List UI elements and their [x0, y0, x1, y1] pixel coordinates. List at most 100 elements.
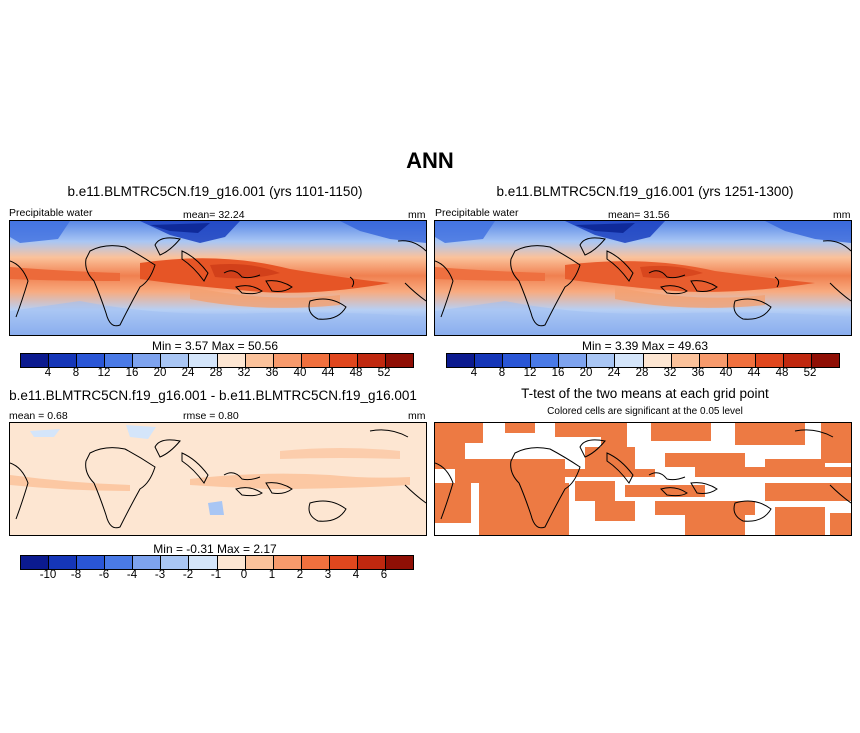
colorbar-swatch: [77, 556, 106, 569]
colorbar-swatch: [615, 354, 644, 367]
colorbar-tick-label: -8: [70, 569, 82, 581]
colorbar-swatch: [386, 556, 414, 569]
colorbar-tick-label: -2: [182, 569, 194, 581]
panel2-colorbar-labels: 4 8 12 16 20 24 28 32 36 40 44 48 52: [446, 367, 838, 383]
colorbar-tick-label: 3: [324, 569, 332, 581]
colorbar-tick-label: 12: [523, 367, 537, 379]
panel1-field: [10, 221, 426, 335]
panel1-colorbar-labels: 4 8 12 16 20 24 28 32 36 40 44 48 52: [20, 367, 412, 383]
colorbar-swatch: [49, 556, 78, 569]
colorbar-swatch: [329, 354, 358, 367]
colorbar-swatch: [21, 354, 50, 367]
panel4-title: T-test of the two means at each grid poi…: [521, 386, 769, 401]
colorbar-tick-label: 0: [240, 569, 248, 581]
colorbar-swatch: [161, 354, 190, 367]
colorbar-swatch: [21, 556, 50, 569]
panel3-title: b.e11.BLMTRC5CN.f19_g16.001 - b.e11.BLMT…: [9, 388, 417, 403]
colorbar-swatch: [189, 556, 218, 569]
colorbar-swatch: [329, 556, 358, 569]
panel1-title: b.e11.BLMTRC5CN.f19_g16.001 (yrs 1101-11…: [67, 184, 363, 199]
colorbar-swatch: [812, 354, 840, 367]
colorbar-tick-label: -10: [39, 569, 57, 581]
panel3-colorbar-labels: -10 -8 -6 -4 -3 -2 -1 0 1 2 3 4 6: [20, 569, 412, 585]
colorbar-swatch: [245, 556, 274, 569]
panel1-units: mm: [408, 209, 426, 221]
panel2-title: b.e11.BLMTRC5CN.f19_g16.001 (yrs 1251-13…: [496, 184, 794, 199]
panel1-minmax: Min = 3.57 Max = 50.56: [151, 339, 279, 353]
colorbar-swatch: [357, 556, 387, 569]
panel2-units: mm: [833, 209, 851, 221]
panel2-minmax: Min = 3.39 Max = 49.63: [581, 339, 709, 353]
panel3-map: [9, 422, 427, 536]
colorbar-swatch: [217, 556, 246, 569]
panel3-rmse: rmse = 0.80: [183, 410, 239, 422]
colorbar-tick-label: -3: [154, 569, 166, 581]
colorbar-swatch: [386, 354, 414, 367]
colorbar-tick-label: 24: [181, 367, 195, 379]
colorbar-swatch: [245, 354, 274, 367]
colorbar-tick-label: 48: [775, 367, 789, 379]
colorbar-tick-label: 16: [551, 367, 565, 379]
colorbar-swatch: [447, 354, 476, 367]
colorbar-swatch: [133, 354, 162, 367]
colorbar-swatch: [357, 354, 387, 367]
colorbar-tick-label: 4: [470, 367, 478, 379]
colorbar-swatch: [727, 354, 756, 367]
panel2-mean: mean= 31.56: [608, 209, 670, 221]
colorbar-tick-label: 6: [380, 569, 388, 581]
colorbar-tick-label: 44: [747, 367, 761, 379]
colorbar-tick-label: 48: [349, 367, 363, 379]
colorbar-tick-label: 44: [321, 367, 335, 379]
colorbar-tick-label: 16: [125, 367, 139, 379]
colorbar-swatch: [559, 354, 588, 367]
colorbar-swatch: [217, 354, 246, 367]
panel1-map: [9, 220, 427, 336]
colorbar-swatch: [161, 556, 190, 569]
colorbar-swatch: [755, 354, 784, 367]
colorbar-tick-label: -4: [126, 569, 138, 581]
panel3-field: [10, 423, 426, 535]
colorbar-tick-label: 4: [44, 367, 52, 379]
colorbar-tick-label: 24: [607, 367, 621, 379]
colorbar-swatch: [273, 354, 302, 367]
panel2-variable: Precipitable water: [435, 207, 519, 219]
colorbar-tick-label: -1: [210, 569, 222, 581]
colorbar-tick-label: 32: [663, 367, 677, 379]
colorbar-swatch: [699, 354, 728, 367]
panel3-mean: mean = 0.68: [9, 410, 68, 422]
panel3-colorbar: [20, 555, 414, 570]
colorbar-swatch: [475, 354, 504, 367]
significant-cells: [435, 423, 851, 535]
colorbar-swatch: [301, 354, 330, 367]
colorbar-tick-label: 32: [237, 367, 251, 379]
panel4-significance: [435, 423, 851, 535]
colorbar-swatch: [671, 354, 700, 367]
colorbar-swatch: [643, 354, 672, 367]
colorbar-tick-label: -6: [98, 569, 110, 581]
colorbar-tick-label: 8: [72, 367, 80, 379]
colorbar-tick-label: 12: [97, 367, 111, 379]
panel3-minmax: Min = -0.31 Max = 2.17: [153, 542, 277, 556]
colorbar-tick-label: 4: [352, 569, 360, 581]
colorbar-tick-label: 40: [293, 367, 307, 379]
panel3-units: mm: [408, 410, 426, 422]
colorbar-tick-label: 1: [268, 569, 276, 581]
colorbar-tick-label: 40: [719, 367, 733, 379]
colorbar-swatch: [189, 354, 218, 367]
colorbar-tick-label: 8: [498, 367, 506, 379]
colorbar-tick-label: 36: [691, 367, 705, 379]
colorbar-swatch: [49, 354, 78, 367]
colorbar-swatch: [77, 354, 106, 367]
panel1-mean: mean= 32.24: [183, 209, 245, 221]
colorbar-tick-label: 2: [296, 569, 304, 581]
main-title: ANN: [406, 148, 454, 173]
colorbar-tick-label: 28: [209, 367, 223, 379]
panel1-variable: Precipitable water: [9, 207, 93, 219]
colorbar-swatch: [503, 354, 532, 367]
colorbar-tick-label: 52: [377, 367, 391, 379]
colorbar-swatch: [105, 556, 134, 569]
panel2-field: [435, 221, 851, 335]
colorbar-tick-label: 20: [579, 367, 593, 379]
panel4-map: [434, 422, 852, 536]
panel1-colorbar: [20, 353, 414, 368]
